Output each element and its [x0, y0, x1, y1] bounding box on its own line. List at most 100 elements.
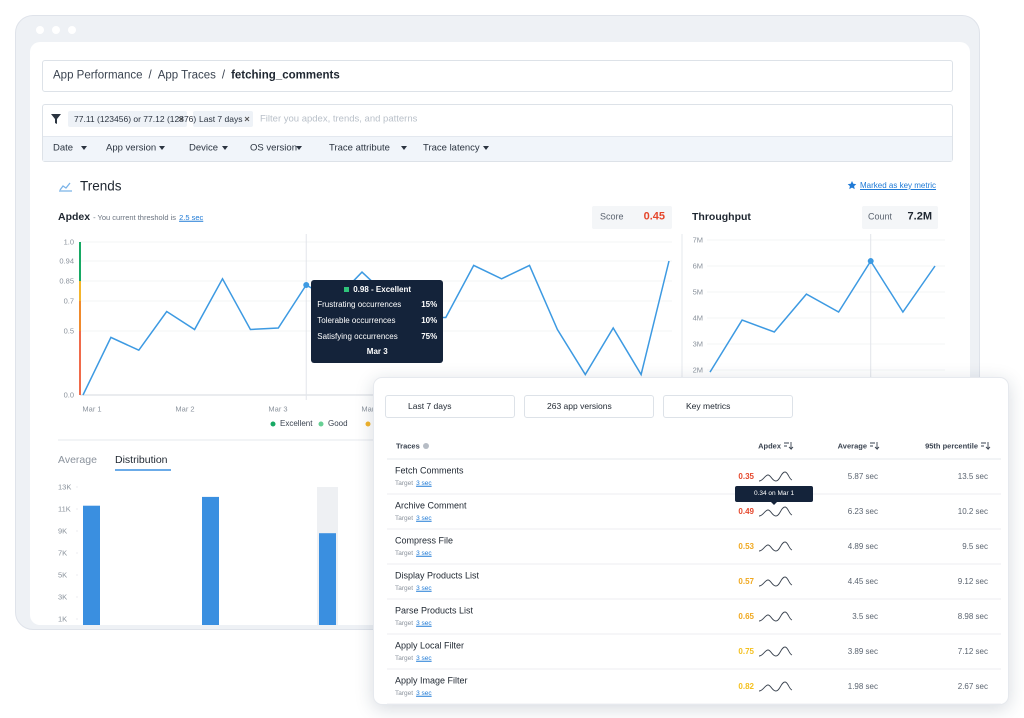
filter-chip[interactable] — [193, 111, 253, 127]
target-value[interactable]: 3 sec — [416, 514, 432, 522]
threshold-link[interactable]: 2.5 sec — [179, 212, 204, 222]
trace-name[interactable]: Compress File — [395, 535, 454, 546]
panel-dropdown[interactable] — [663, 395, 793, 418]
apdex-value: 0.49 — [738, 507, 754, 516]
tooltip-pointer — [771, 502, 777, 505]
threshold-text: - You current threshold is — [93, 212, 177, 222]
score-box — [592, 206, 672, 229]
y-tick-label: 1.0 — [63, 237, 74, 247]
card-content: App Performance / App Traces / fetching_comm… — [30, 42, 970, 625]
p95-value: 9.12 sec — [957, 577, 988, 586]
filter-dropdown[interactable]: Trace attribute — [329, 142, 390, 154]
y-tick-label: 7K — [58, 548, 68, 558]
column-header[interactable]: 95th percentile — [925, 441, 978, 451]
sparkline — [758, 646, 793, 657]
column-header[interactable]: Average — [837, 441, 867, 451]
average-value: 1.98 sec — [847, 682, 878, 691]
trace-name[interactable]: Display Products List — [395, 570, 480, 581]
sort-icon — [784, 442, 794, 451]
legend-swatch — [270, 421, 276, 427]
filter-dropdown[interactable]: App version — [106, 142, 157, 154]
x-tick-label: Mar 3 — [268, 404, 288, 414]
target-label: Target — [395, 619, 414, 627]
y-tick-label: 0.5 — [63, 326, 74, 336]
target-label: Target — [395, 584, 414, 592]
dot — [52, 26, 60, 34]
apdex-value: 0.35 — [738, 472, 754, 481]
target-value[interactable]: 3 sec — [416, 654, 432, 662]
trace-target: Target 3 sec — [395, 584, 432, 593]
filter-dropdown[interactable]: OS version — [250, 142, 297, 154]
target-value[interactable]: 3 sec — [416, 619, 432, 627]
sparkline — [758, 506, 793, 517]
dot — [68, 26, 76, 34]
tooltip-title: 0.98 - Excellent — [353, 285, 412, 294]
dot — [36, 26, 44, 34]
trace-name[interactable]: Archive Comment — [395, 500, 467, 511]
sparkline — [758, 576, 793, 587]
apdex-value: 0.53 — [738, 542, 754, 551]
tooltip-row-value: 15% — [421, 300, 438, 309]
target-value[interactable]: 3 sec — [416, 479, 432, 487]
tooltip-date: Mar 3 — [366, 347, 388, 356]
target-label: Target — [395, 689, 414, 697]
trace-name[interactable]: Fetch Comments — [395, 465, 464, 476]
panel-dropdown-label: Key metrics — [686, 400, 731, 411]
panel-graphics — [387, 401, 1001, 704]
filter-dropdown[interactable]: Date — [53, 142, 74, 154]
filter-dropdown[interactable]: Device — [189, 142, 219, 154]
throughput-title: Throughput — [692, 210, 751, 223]
p95-value: 2.67 sec — [957, 682, 988, 691]
average-value: 3.89 sec — [847, 647, 878, 656]
panel-dropdown[interactable] — [385, 395, 515, 418]
y-tick-label: 5K — [58, 570, 68, 580]
key-metric-link[interactable]: Marked as key metric — [860, 181, 937, 190]
column-header[interactable]: Apdex — [758, 441, 781, 451]
y-tick-label: 3K — [58, 592, 68, 602]
breadcrumb-separator: / — [148, 69, 152, 82]
average-value: 4.45 sec — [847, 577, 878, 586]
tab[interactable]: Distribution — [115, 453, 168, 466]
apdex-value: 0.75 — [738, 647, 754, 656]
breadcrumb-item[interactable]: App Traces — [157, 69, 216, 82]
count-box — [862, 206, 938, 229]
breadcrumb-item[interactable]: App Performance — [53, 69, 143, 82]
p95-value: 13.5 sec — [957, 472, 988, 481]
y-tick-label: 2M — [692, 365, 703, 375]
count-value: 7.2M — [907, 210, 932, 223]
bar — [319, 533, 336, 625]
caret-icon — [401, 146, 407, 150]
breadcrumb-item: fetching_comments — [231, 69, 340, 82]
trace-target: Target 3 sec — [395, 514, 432, 523]
dropdown-row — [43, 136, 952, 161]
panel-dropdown-label: Last 7 days — [408, 400, 452, 411]
trace-name[interactable]: Apply Local Filter — [395, 640, 465, 651]
y-tick-label: 0.85 — [59, 276, 74, 286]
target-value[interactable]: 3 sec — [416, 689, 432, 697]
sort-icon — [981, 442, 991, 451]
filter-dropdown[interactable]: Trace latency — [423, 142, 480, 154]
panel-dropdown[interactable] — [524, 395, 654, 418]
trends-icon — [59, 182, 72, 192]
tooltip-row-label: Frustrating occurrences — [317, 300, 402, 309]
target-value[interactable]: 3 sec — [416, 584, 432, 592]
score-value: 0.45 — [643, 210, 665, 223]
trace-name[interactable]: Parse Products List — [395, 605, 474, 616]
filter-chip[interactable] — [68, 111, 187, 127]
count-label: Count — [868, 211, 893, 222]
target-label: Target — [395, 549, 414, 557]
x-tick-label: Mar 4 — [361, 404, 381, 414]
apdex-tooltip — [311, 280, 444, 363]
panel-dropdown-label: 263 app versions — [547, 400, 612, 411]
chip-label: Last 7 days — [199, 113, 243, 124]
y-tick-label: 9K — [58, 526, 68, 536]
trace-name[interactable]: Apply Image Filter — [395, 675, 468, 686]
tab[interactable]: Average — [58, 453, 97, 466]
trace-target: Target 3 sec — [395, 479, 432, 488]
y-tick-label: 0.7 — [63, 296, 74, 306]
filter-icon — [51, 114, 61, 124]
target-value[interactable]: 3 sec — [416, 549, 432, 557]
trace-target: Target 3 sec — [395, 619, 432, 628]
p95-value: 9.5 sec — [962, 542, 988, 551]
